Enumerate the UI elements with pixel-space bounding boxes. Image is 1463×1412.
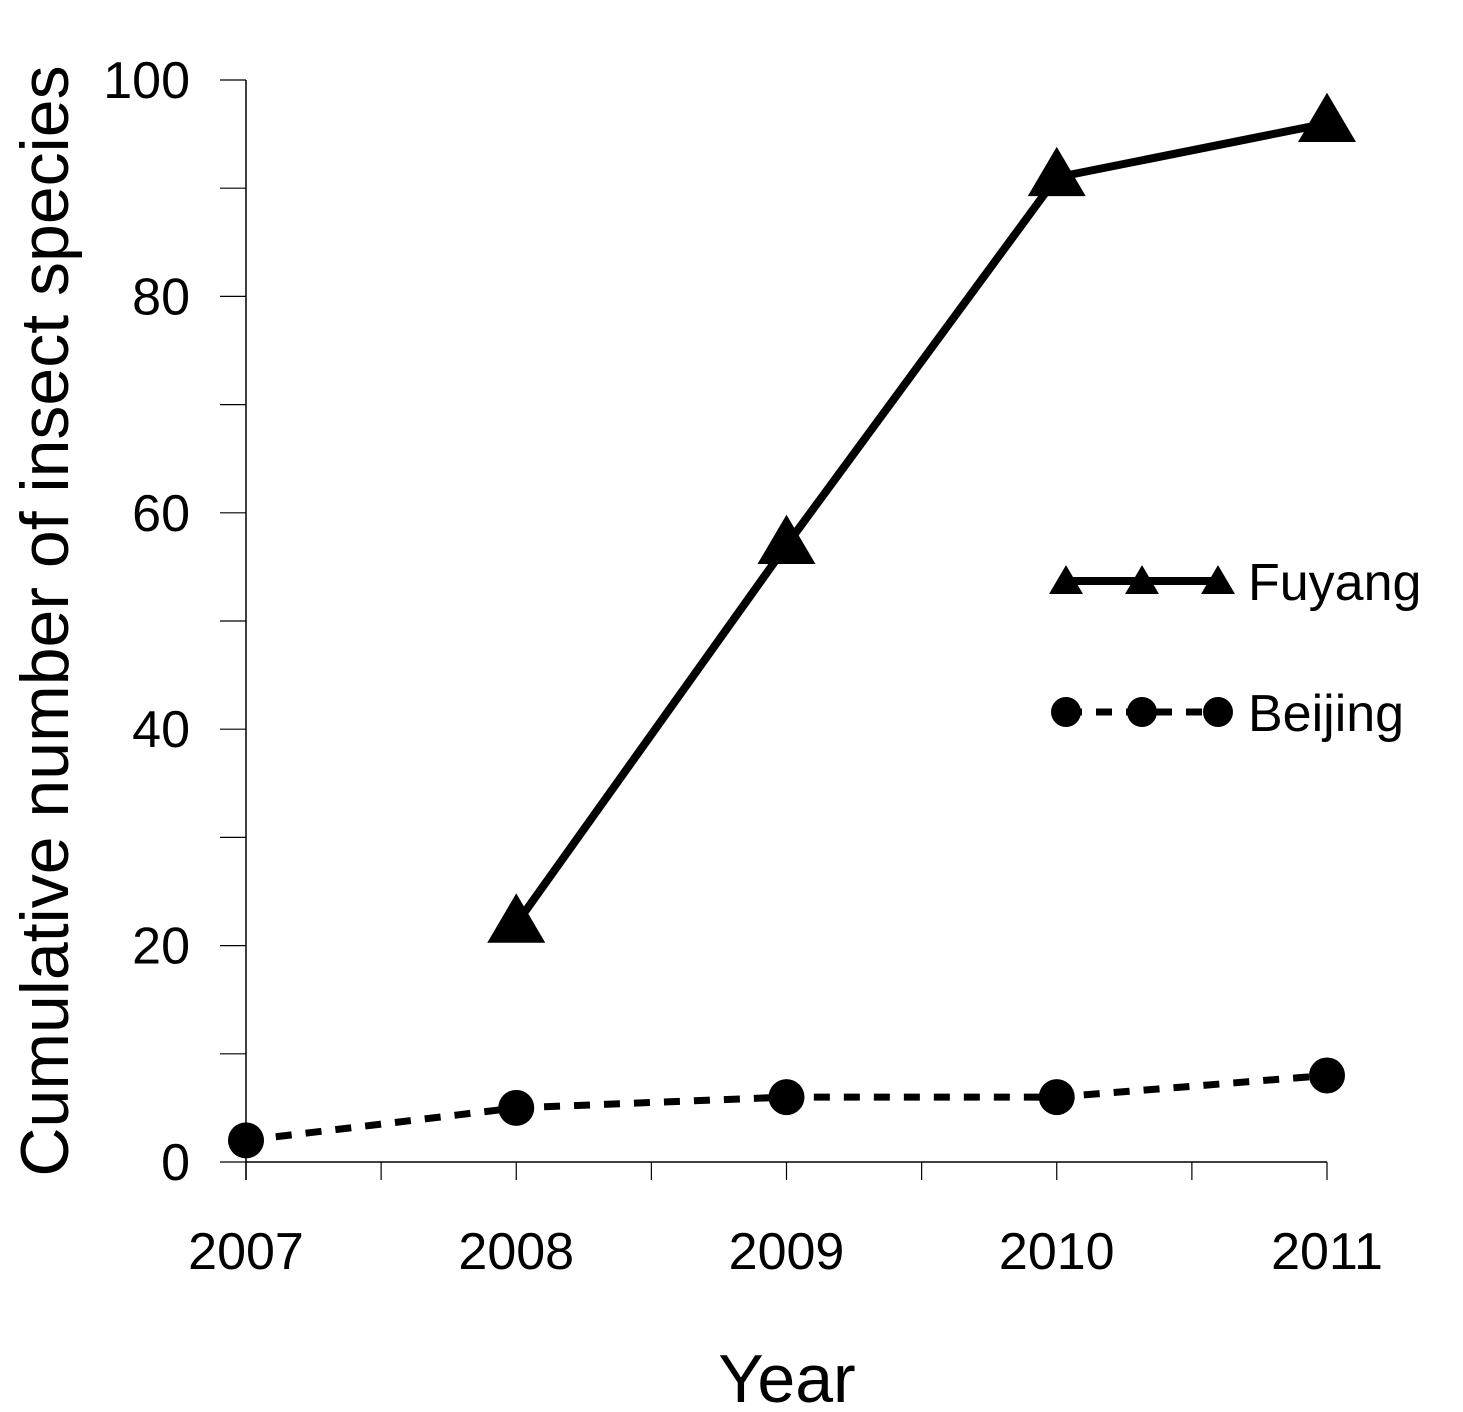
data-point-fuyang bbox=[1027, 146, 1086, 197]
data-point-fuyang bbox=[1298, 92, 1356, 143]
legend-marker-beijing bbox=[1127, 697, 1157, 727]
series-beijing bbox=[228, 1057, 1345, 1159]
series-fuyang bbox=[487, 92, 1356, 943]
x-tick-label: 2007 bbox=[188, 1223, 304, 1281]
y-tick-label: 0 bbox=[161, 1134, 190, 1192]
x-axis-title: Year bbox=[718, 1341, 855, 1412]
y-axis-title: Cumulative number of insect species bbox=[7, 65, 83, 1176]
x-tick-label: 2011 bbox=[1271, 1223, 1383, 1281]
y-axis-ticks: 0 20 40 60 80 100 bbox=[103, 52, 246, 1192]
legend: Fuyang Beijing bbox=[1049, 554, 1421, 743]
data-point-beijing bbox=[1038, 1079, 1075, 1116]
legend-marker-fuyang bbox=[1125, 565, 1159, 594]
data-point-fuyang bbox=[757, 514, 816, 564]
data-point-beijing bbox=[498, 1089, 535, 1126]
legend-marker-fuyang bbox=[1201, 565, 1235, 594]
data-point-beijing bbox=[768, 1079, 805, 1116]
x-axis-ticks: 2007 2008 2009 2010 2011 bbox=[188, 1162, 1383, 1281]
series-layer bbox=[228, 92, 1356, 1159]
axes: 0 20 40 60 80 100 2007 2008 2009 2010 2011 bbox=[103, 52, 1383, 1281]
legend-item-fuyang: Fuyang bbox=[1049, 554, 1421, 612]
y-tick-label: 100 bbox=[103, 52, 190, 110]
data-point-beijing bbox=[1309, 1057, 1345, 1094]
legend-label-fuyang: Fuyang bbox=[1248, 554, 1421, 612]
series-line-fuyang bbox=[512, 119, 1328, 927]
legend-marker-fuyang bbox=[1049, 565, 1083, 594]
legend-marker-beijing bbox=[1051, 697, 1081, 727]
data-point-fuyang bbox=[487, 893, 546, 943]
y-tick-label: 40 bbox=[132, 701, 190, 759]
legend-label-beijing: Beijing bbox=[1248, 685, 1404, 743]
legend-item-beijing: Beijing bbox=[1051, 685, 1404, 743]
y-tick-label: 60 bbox=[132, 485, 190, 543]
y-tick-label: 20 bbox=[132, 918, 190, 976]
y-tick-label: 80 bbox=[132, 268, 190, 326]
legend-marker-beijing bbox=[1203, 697, 1233, 727]
data-point-beijing bbox=[228, 1122, 264, 1159]
x-tick-label: 2010 bbox=[999, 1223, 1115, 1281]
x-tick-label: 2009 bbox=[729, 1223, 845, 1281]
x-tick-label: 2008 bbox=[458, 1223, 574, 1281]
